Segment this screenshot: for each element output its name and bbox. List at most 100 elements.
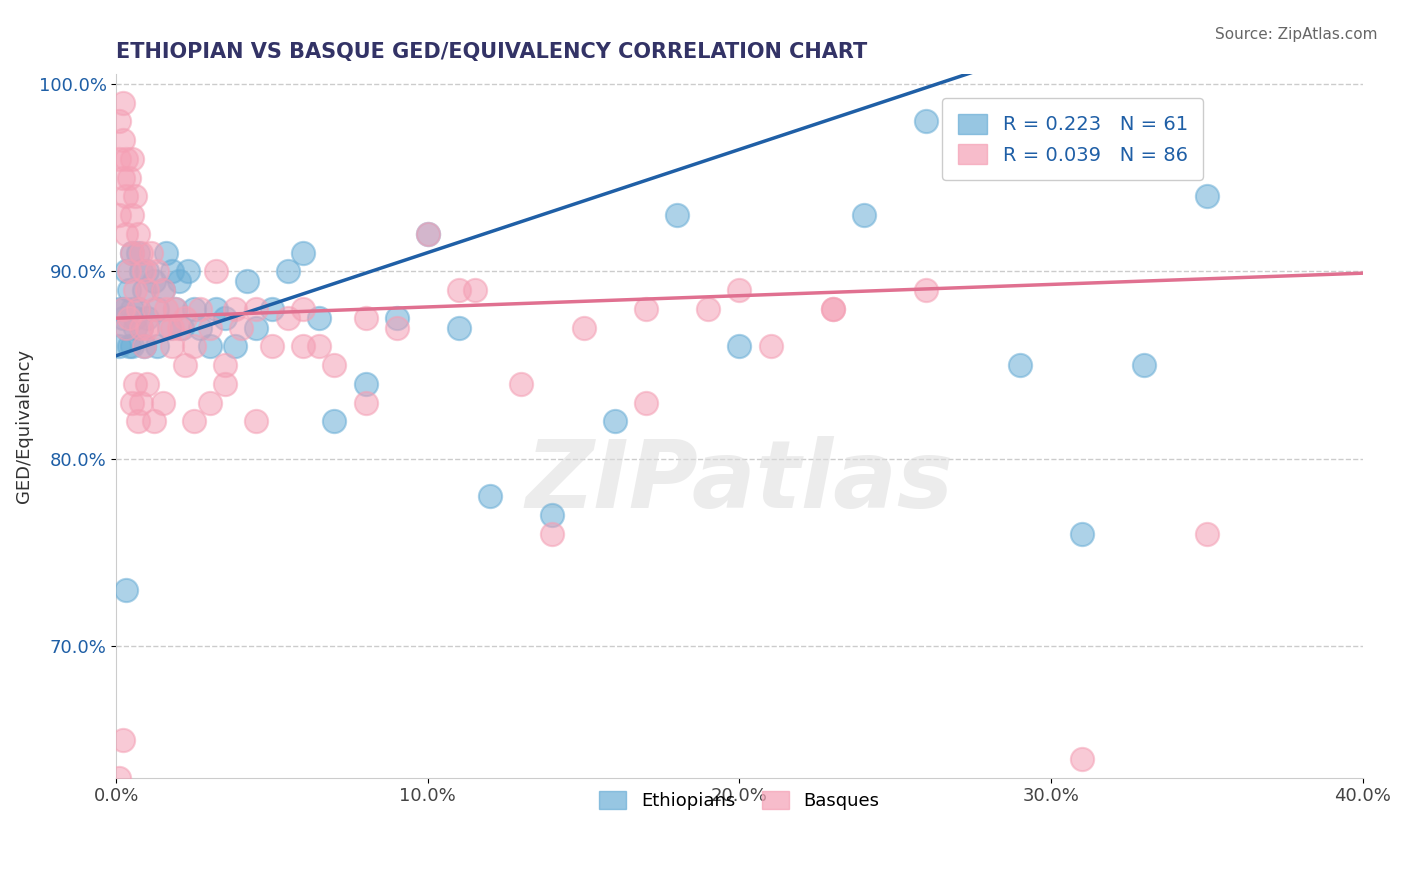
Basques — [111, 170, 134, 185]
Ethiopians — [127, 301, 149, 316]
Basques — [447, 283, 470, 297]
Basques — [134, 264, 156, 278]
Basques — [118, 311, 141, 326]
Basques — [245, 414, 267, 428]
Ethiopians — [146, 301, 169, 316]
Basques — [142, 301, 165, 316]
Basques — [146, 264, 169, 278]
Basques — [114, 189, 136, 203]
Basques — [155, 301, 177, 316]
Basques — [173, 311, 195, 326]
Ethiopians — [603, 414, 626, 428]
Basques — [262, 339, 284, 353]
Ethiopians — [124, 320, 146, 334]
Ethiopians — [118, 339, 141, 353]
Ethiopians — [323, 414, 346, 428]
Ethiopians — [167, 274, 190, 288]
Ethiopians — [277, 264, 299, 278]
Y-axis label: GED/Equivalency: GED/Equivalency — [15, 349, 32, 503]
Basques — [229, 320, 252, 334]
Ethiopians — [165, 301, 187, 316]
Basques — [129, 245, 152, 260]
Basques — [915, 283, 938, 297]
Basques — [127, 301, 149, 316]
Text: ETHIOPIAN VS BASQUE GED/EQUIVALENCY CORRELATION CHART: ETHIOPIAN VS BASQUE GED/EQUIVALENCY CORR… — [117, 42, 868, 62]
Basques — [759, 339, 782, 353]
Basques — [111, 95, 134, 110]
Ethiopians — [214, 311, 236, 326]
Basques — [127, 414, 149, 428]
Basques — [114, 152, 136, 166]
Basques — [108, 771, 131, 785]
Basques — [697, 301, 720, 316]
Ethiopians — [111, 311, 134, 326]
Basques — [121, 395, 143, 409]
Ethiopians — [1008, 358, 1031, 372]
Legend: Ethiopians, Basques: Ethiopians, Basques — [585, 777, 894, 825]
Ethiopians — [666, 208, 689, 222]
Basques — [821, 301, 844, 316]
Basques — [190, 301, 212, 316]
Basques — [277, 311, 299, 326]
Basques — [121, 152, 143, 166]
Basques — [136, 376, 159, 391]
Basques — [205, 264, 228, 278]
Ethiopians — [136, 264, 159, 278]
Basques — [634, 395, 657, 409]
Basques — [152, 395, 174, 409]
Ethiopians — [146, 339, 169, 353]
Basques — [510, 376, 533, 391]
Basques — [142, 414, 165, 428]
Ethiopians — [541, 508, 564, 522]
Ethiopians — [245, 320, 267, 334]
Basques — [572, 320, 595, 334]
Ethiopians — [111, 301, 134, 316]
Ethiopians — [121, 339, 143, 353]
Basques — [162, 339, 184, 353]
Basques — [139, 245, 162, 260]
Basques — [224, 301, 246, 316]
Ethiopians — [205, 301, 228, 316]
Basques — [464, 283, 486, 297]
Basques — [165, 301, 187, 316]
Basques — [385, 320, 408, 334]
Basques — [129, 320, 152, 334]
Basques — [127, 227, 149, 241]
Basques — [214, 376, 236, 391]
Ethiopians — [479, 489, 502, 503]
Ethiopians — [121, 245, 143, 260]
Basques — [108, 208, 131, 222]
Ethiopians — [354, 376, 377, 391]
Ethiopians — [162, 264, 184, 278]
Ethiopians — [157, 320, 180, 334]
Basques — [214, 358, 236, 372]
Ethiopians — [728, 339, 751, 353]
Basques — [183, 414, 205, 428]
Ethiopians — [124, 311, 146, 326]
Basques — [108, 152, 131, 166]
Basques — [198, 395, 221, 409]
Ethiopians — [108, 301, 131, 316]
Ethiopians — [853, 208, 876, 222]
Ethiopians — [416, 227, 439, 241]
Basques — [111, 733, 134, 747]
Basques — [354, 311, 377, 326]
Basques — [1071, 752, 1094, 766]
Basques — [292, 339, 315, 353]
Ethiopians — [177, 264, 200, 278]
Basques — [118, 170, 141, 185]
Ethiopians — [134, 283, 156, 297]
Ethiopians — [114, 264, 136, 278]
Basques — [1195, 526, 1218, 541]
Ethiopians — [236, 274, 259, 288]
Ethiopians — [136, 311, 159, 326]
Ethiopians — [142, 274, 165, 288]
Ethiopians — [129, 320, 152, 334]
Ethiopians — [308, 311, 330, 326]
Ethiopians — [447, 320, 470, 334]
Basques — [167, 320, 190, 334]
Basques — [124, 283, 146, 297]
Basques — [108, 114, 131, 128]
Text: Source: ZipAtlas.com: Source: ZipAtlas.com — [1215, 27, 1378, 42]
Ethiopians — [292, 245, 315, 260]
